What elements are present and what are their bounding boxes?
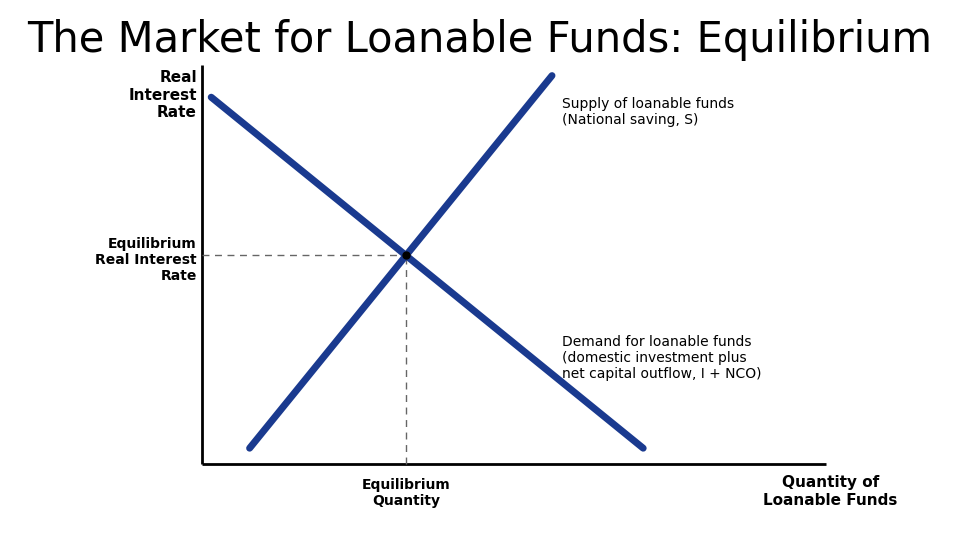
Text: Demand for loanable funds
(domestic investment plus
net capital outflow, I + NCO: Demand for loanable funds (domestic inve…: [562, 335, 761, 381]
Text: Real
Interest
Rate: Real Interest Rate: [129, 70, 197, 120]
Text: Equilibrium
Real Interest
Rate: Equilibrium Real Interest Rate: [95, 237, 197, 283]
Text: Supply of loanable funds
(National saving, S): Supply of loanable funds (National savin…: [562, 97, 733, 127]
Text: The Market for Loanable Funds: Equilibrium: The Market for Loanable Funds: Equilibri…: [28, 19, 932, 61]
Text: Quantity of
Loanable Funds: Quantity of Loanable Funds: [763, 475, 898, 508]
Text: Equilibrium
Quantity: Equilibrium Quantity: [362, 478, 450, 508]
